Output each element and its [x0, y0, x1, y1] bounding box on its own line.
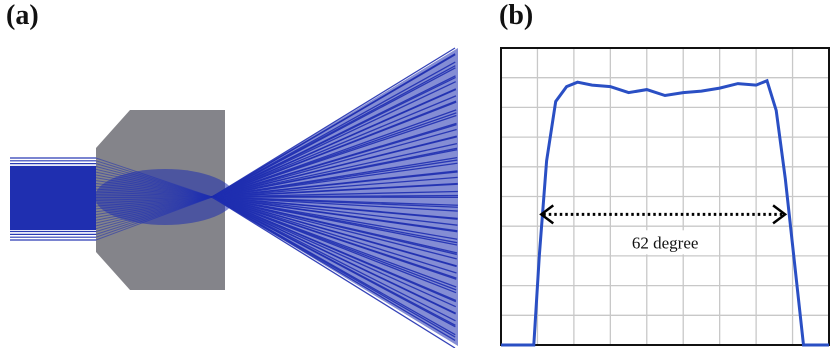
- diverging-ray: [211, 67, 456, 198]
- diverging-ray: [211, 143, 458, 198]
- diverging-ray: [211, 196, 457, 256]
- diverging-ray: [211, 196, 458, 246]
- diverging-ray: [211, 183, 458, 198]
- diverging-ray: [211, 196, 457, 294]
- diverging-ray: [211, 114, 457, 198]
- focus-glow: [95, 169, 235, 225]
- diverging-ray: [211, 149, 458, 198]
- chart-grid: [501, 48, 829, 345]
- diverging-ray: [211, 196, 456, 315]
- intensity-curve: [501, 78, 829, 347]
- diverging-ray: [211, 81, 456, 198]
- arrow-head-left: [539, 204, 555, 225]
- diverging-ray: [211, 136, 457, 198]
- panel-b-label: (b): [499, 0, 534, 31]
- diverging-ray: [211, 196, 458, 212]
- panel-a-label: (a): [6, 0, 39, 31]
- diverging-ray: [211, 101, 457, 198]
- diverging-ray: [211, 196, 457, 274]
- diverging-ray: [211, 196, 457, 268]
- diverging-ray: [211, 190, 458, 198]
- diverging-ray: [211, 176, 458, 198]
- diverging-ray: [211, 95, 457, 198]
- diverging-ray: [211, 196, 456, 322]
- diverging-ray: [211, 196, 457, 308]
- diverging-ray: [211, 196, 458, 233]
- diverging-ray: [211, 196, 456, 341]
- incoming-beam-core: [10, 166, 98, 230]
- diverging-ray: [211, 171, 458, 198]
- ray-bundle-through-lens: [95, 47, 458, 348]
- diverging-ray: [211, 162, 458, 198]
- diverging-ray: [211, 124, 457, 198]
- diverging-ray: [211, 54, 456, 198]
- diverging-ray: [211, 196, 457, 260]
- ray-trace-diagram: [10, 47, 458, 348]
- diverging-ray: [211, 196, 456, 328]
- diverging-ray: [211, 196, 458, 226]
- diverging-ray: [211, 196, 457, 280]
- diverging-ray: [211, 47, 456, 198]
- chart-frame: [500, 47, 830, 346]
- arrow-head-right: [772, 204, 788, 225]
- diverging-ray: [211, 196, 458, 220]
- diverging-ray: [211, 88, 457, 198]
- diverging-ray: [211, 128, 457, 198]
- diverging-ray: [211, 196, 457, 303]
- diverging-ray: [211, 196, 456, 348]
- angle-annotation: 62 degree: [632, 233, 699, 252]
- annotation-background: [615, 230, 716, 255]
